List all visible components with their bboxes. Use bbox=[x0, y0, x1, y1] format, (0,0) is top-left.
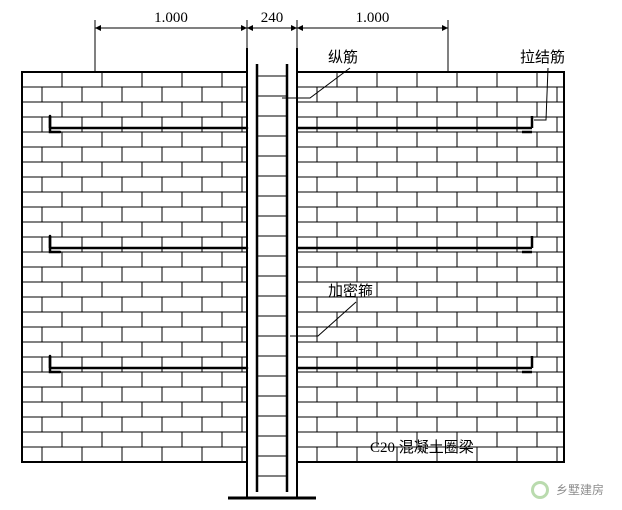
brick-field bbox=[22, 72, 247, 462]
svg-text:1.000: 1.000 bbox=[356, 10, 390, 26]
label-longitudinal-rebar: 纵筋 bbox=[328, 49, 358, 66]
brick-field bbox=[297, 72, 564, 462]
dimensions: 1.000 240 1.000 bbox=[95, 10, 448, 72]
label-tie-rebar: 拉结筋 bbox=[520, 49, 565, 66]
caption: C20 混凝土圈梁 bbox=[370, 439, 474, 456]
watermark: 乡墅建房 bbox=[531, 481, 604, 499]
svg-text:240: 240 bbox=[261, 10, 284, 26]
constructional-column bbox=[228, 48, 316, 498]
svg-text:乡墅建房: 乡墅建房 bbox=[556, 482, 604, 497]
svg-text:1.000: 1.000 bbox=[154, 10, 188, 26]
label-dense-stirrup: 加密箍 bbox=[328, 283, 373, 300]
